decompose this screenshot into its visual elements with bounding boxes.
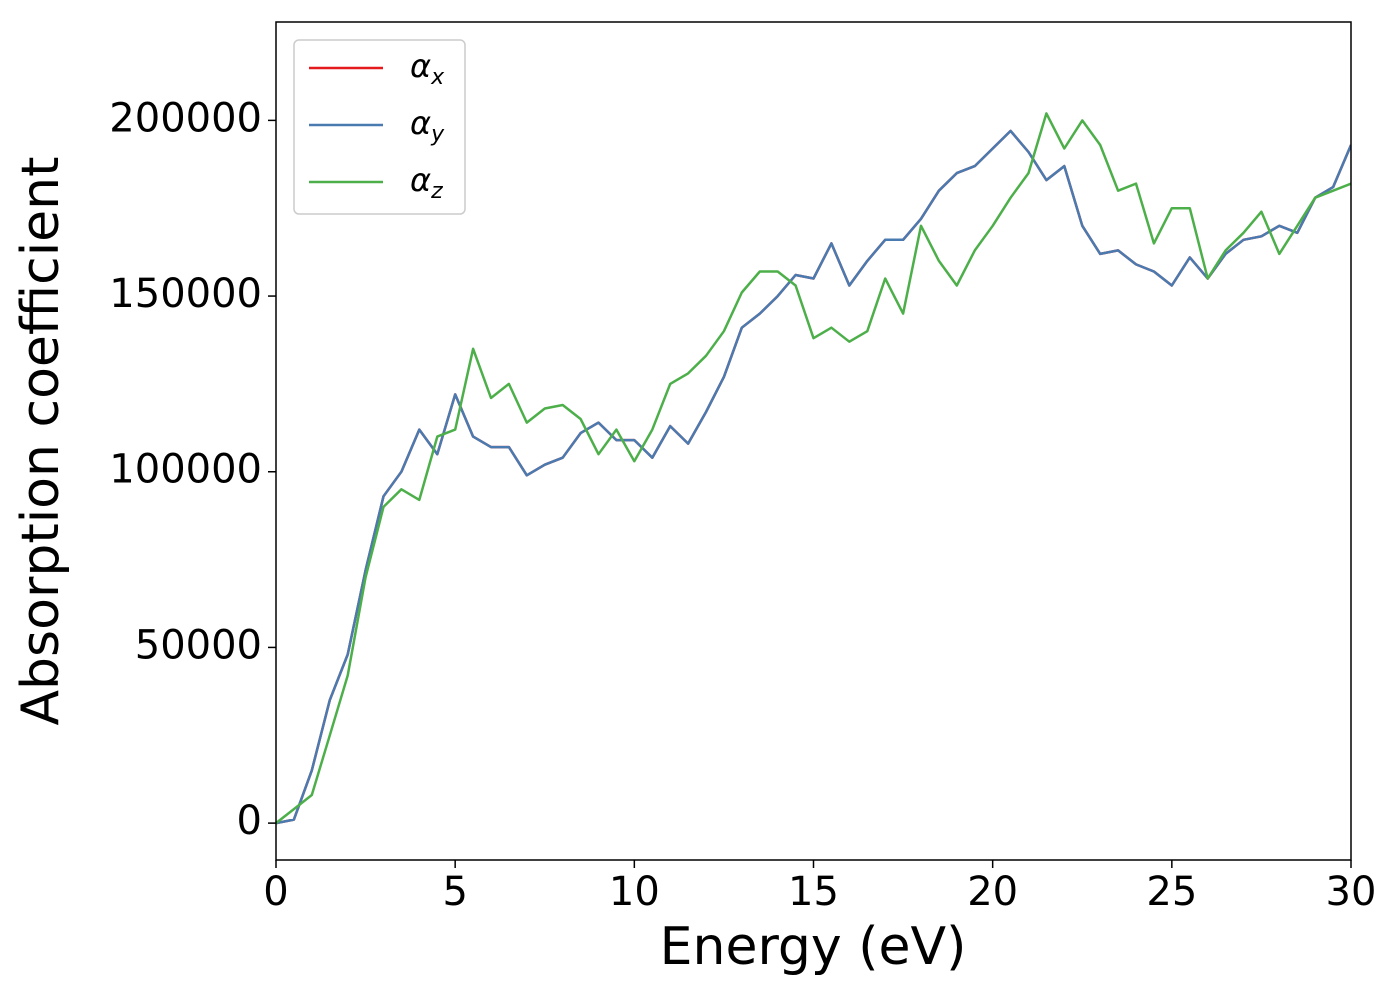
series-line — [276, 112, 1351, 825]
x-tick-label: 0 — [263, 869, 288, 915]
x-tick-label: 25 — [1146, 869, 1197, 915]
y-tick-label: 50000 — [135, 622, 262, 668]
legend-subscript: z — [430, 179, 443, 204]
legend-label: αz — [410, 161, 443, 204]
series-line — [276, 129, 1351, 825]
legend-symbol: α — [410, 104, 431, 142]
legend-label: αy — [410, 104, 445, 147]
x-tick-label: 10 — [609, 869, 660, 915]
legend-subscript: y — [430, 122, 445, 147]
y-tick-label: 200000 — [109, 95, 262, 141]
legend-subscript: x — [430, 65, 445, 90]
y-tick-label: 100000 — [109, 447, 262, 493]
y-tick-label: 150000 — [109, 271, 262, 317]
legend-label: αx — [410, 47, 445, 90]
x-tick-label: 20 — [967, 869, 1018, 915]
legend-symbol: α — [410, 161, 431, 199]
legend-box — [293, 39, 466, 215]
x-tick-label: 15 — [788, 869, 839, 915]
series-line — [276, 129, 1351, 825]
x-axis-label: Energy (eV) — [660, 917, 967, 977]
x-tick-label: 30 — [1326, 869, 1377, 915]
plot — [276, 112, 1351, 825]
y-axis-label: Absorption coefficient — [11, 156, 71, 725]
y-tick-label: 0 — [237, 798, 262, 844]
legend-symbol: α — [410, 47, 431, 85]
plot-frame — [275, 21, 1352, 861]
x-tick-label: 5 — [442, 869, 467, 915]
